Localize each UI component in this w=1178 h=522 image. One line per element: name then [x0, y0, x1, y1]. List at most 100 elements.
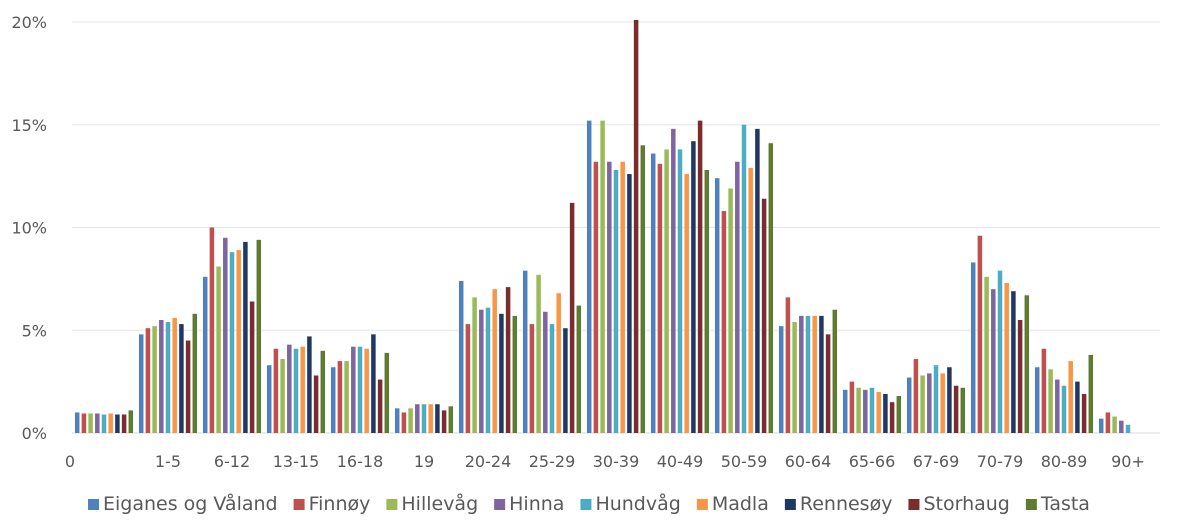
bar — [569, 202, 575, 433]
legend-label: Eiganes og Våland — [103, 492, 278, 515]
bar — [415, 404, 420, 433]
y-tick-label: 5% — [22, 321, 47, 340]
legend-swatch — [580, 499, 592, 510]
legend-swatch — [88, 499, 100, 510]
bar — [721, 211, 727, 433]
legend-item: Finnøy — [293, 493, 371, 515]
bar — [293, 348, 299, 433]
bar — [216, 266, 221, 433]
y-tick-label: 10% — [11, 219, 47, 238]
x-tick-label: 20-24 — [465, 452, 512, 471]
bar — [179, 324, 184, 433]
bar — [1105, 412, 1111, 433]
bar — [529, 324, 535, 433]
bar — [441, 410, 447, 433]
legend-label: Rennesøy — [800, 493, 893, 515]
bar — [115, 414, 120, 433]
legend-item: Hundvåg — [580, 492, 681, 515]
bar — [307, 336, 312, 433]
legend-item: Hinna — [494, 493, 564, 515]
bar — [607, 161, 612, 434]
bar — [1125, 424, 1131, 433]
bar — [394, 408, 400, 433]
bar — [448, 406, 454, 433]
bar — [960, 387, 966, 433]
bar — [997, 270, 1003, 433]
bar — [1041, 348, 1047, 433]
x-tick-label: 70-79 — [977, 452, 1024, 471]
bar — [812, 315, 817, 433]
x-tick-label: 60-64 — [785, 452, 832, 471]
bar — [704, 169, 710, 433]
bar — [657, 163, 663, 434]
bar — [371, 334, 376, 433]
bar — [256, 239, 262, 433]
bar — [869, 387, 875, 433]
x-tick-label: 1-5 — [155, 452, 181, 471]
bar — [138, 334, 144, 433]
legend-swatch — [494, 499, 506, 510]
legend-label: Finnøy — [309, 493, 371, 515]
x-tick-label: 50-59 — [721, 452, 768, 471]
bar — [300, 346, 305, 433]
bar — [243, 241, 248, 433]
bar — [384, 352, 390, 433]
bar — [465, 324, 471, 433]
bar — [1048, 369, 1053, 433]
bar — [741, 124, 747, 433]
bar — [505, 287, 511, 433]
bar — [768, 143, 774, 433]
legend-item: Storhaug — [908, 493, 1010, 515]
legend-swatch — [293, 499, 305, 510]
bar — [1112, 416, 1117, 433]
bar — [600, 120, 605, 433]
bar — [1061, 385, 1067, 433]
legend-label: Storhaug — [923, 493, 1009, 515]
bar — [330, 367, 336, 433]
bar — [792, 322, 797, 433]
bar — [357, 346, 363, 433]
bar — [748, 167, 753, 433]
bar — [128, 410, 134, 433]
bar — [185, 340, 191, 433]
bar — [320, 350, 326, 433]
bar — [202, 276, 208, 433]
bar — [236, 250, 241, 433]
x-tick-label: 19 — [414, 452, 434, 471]
bar — [778, 326, 784, 433]
x-tick-label: 25-29 — [529, 452, 576, 471]
bar — [512, 315, 518, 433]
bar — [88, 413, 93, 433]
x-tick-label: 6-12 — [214, 452, 250, 471]
legend-swatch — [386, 499, 398, 510]
bar — [485, 307, 491, 433]
bar — [697, 120, 703, 433]
bar — [913, 359, 919, 433]
bar — [714, 178, 720, 433]
bar — [863, 389, 868, 433]
y-tick-label: 0% — [22, 424, 47, 443]
bar — [74, 412, 80, 433]
bar — [1024, 295, 1030, 433]
bar — [543, 311, 548, 433]
bar — [933, 365, 939, 433]
bar — [977, 235, 983, 433]
x-tick-label: 16-18 — [337, 452, 384, 471]
bar — [1055, 379, 1060, 433]
bar — [991, 289, 996, 433]
bar — [428, 404, 433, 433]
bar — [280, 359, 285, 433]
y-tick-label: 15% — [11, 116, 47, 135]
bar — [152, 326, 157, 433]
bar — [81, 413, 87, 433]
x-tick-label: 40-49 — [657, 452, 704, 471]
legend-item: Eiganes og Våland — [88, 492, 278, 515]
bar — [664, 149, 669, 433]
bar — [159, 319, 164, 433]
legend-item: Rennesøy — [784, 493, 893, 515]
bar — [1068, 361, 1073, 433]
legend-swatch — [1025, 499, 1037, 510]
bar — [556, 293, 561, 433]
x-tick-label: 13-15 — [273, 452, 320, 471]
